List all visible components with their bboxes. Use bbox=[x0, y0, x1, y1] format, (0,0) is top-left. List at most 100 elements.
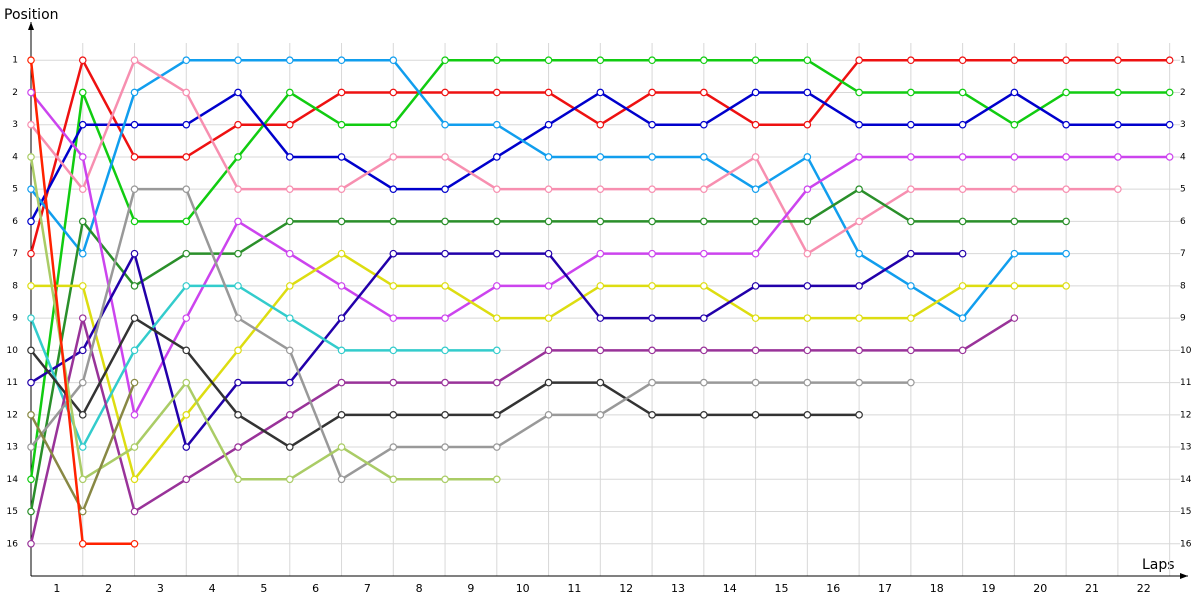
y-tick-label: 10 bbox=[7, 346, 19, 356]
point bbox=[130, 56, 139, 65]
point bbox=[337, 88, 346, 97]
point bbox=[855, 346, 863, 355]
point bbox=[803, 411, 812, 419]
y-tick-label-right: 1 bbox=[1180, 56, 1186, 66]
point bbox=[958, 249, 967, 258]
point bbox=[389, 314, 398, 322]
point bbox=[855, 88, 863, 97]
point bbox=[182, 120, 191, 129]
point bbox=[544, 153, 553, 161]
point bbox=[78, 539, 87, 548]
point bbox=[700, 185, 708, 193]
point bbox=[1114, 88, 1122, 97]
point bbox=[234, 282, 242, 290]
y-tick-label: 4 bbox=[12, 152, 18, 162]
point bbox=[337, 217, 346, 226]
point bbox=[700, 56, 708, 65]
point bbox=[648, 88, 656, 97]
x-tick-label: 3 bbox=[157, 582, 164, 595]
axis-arrow bbox=[1180, 573, 1188, 579]
point bbox=[493, 378, 501, 387]
point bbox=[700, 88, 708, 97]
point bbox=[78, 475, 87, 484]
point bbox=[958, 153, 967, 161]
point bbox=[648, 249, 656, 258]
x-tick-label: 1 bbox=[53, 582, 60, 595]
x-tick-label: 4 bbox=[209, 582, 216, 595]
point bbox=[389, 475, 398, 484]
y-tick-label: 5 bbox=[12, 185, 18, 195]
y-tick-label-right: 13 bbox=[1180, 443, 1191, 453]
point bbox=[27, 314, 35, 322]
point bbox=[803, 120, 812, 129]
point bbox=[855, 314, 863, 322]
point bbox=[907, 217, 915, 226]
point bbox=[958, 282, 967, 290]
y-tick-label-right: 3 bbox=[1180, 120, 1186, 130]
point bbox=[78, 56, 87, 65]
point bbox=[182, 56, 191, 65]
point bbox=[855, 56, 863, 65]
point bbox=[1062, 282, 1070, 290]
point bbox=[441, 475, 449, 484]
axis-arrow bbox=[28, 22, 34, 30]
point bbox=[855, 282, 863, 290]
point bbox=[234, 378, 242, 387]
x-tick-label: 12 bbox=[619, 582, 633, 595]
point bbox=[544, 120, 553, 129]
point bbox=[130, 185, 139, 193]
point bbox=[544, 88, 553, 97]
point bbox=[441, 120, 449, 129]
point bbox=[751, 378, 760, 387]
x-tick-label: 14 bbox=[723, 582, 737, 595]
point bbox=[389, 120, 398, 129]
point bbox=[337, 282, 346, 290]
point bbox=[958, 346, 967, 355]
point bbox=[234, 120, 242, 129]
point bbox=[182, 346, 191, 355]
point bbox=[855, 378, 863, 387]
point bbox=[78, 443, 87, 451]
point bbox=[27, 153, 35, 161]
point bbox=[27, 507, 35, 516]
point bbox=[182, 443, 191, 451]
x-tick-label: 19 bbox=[982, 582, 996, 595]
x-tick-label: 2 bbox=[105, 582, 112, 595]
x-tick-label: 17 bbox=[878, 582, 892, 595]
point bbox=[907, 314, 915, 322]
y-tick-label: 9 bbox=[12, 314, 18, 324]
point bbox=[1062, 88, 1070, 97]
point bbox=[700, 217, 708, 226]
point bbox=[596, 88, 605, 97]
point bbox=[234, 217, 242, 226]
point bbox=[855, 120, 863, 129]
point bbox=[648, 282, 656, 290]
y-tick-label-right: 11 bbox=[1180, 378, 1191, 388]
point bbox=[285, 314, 294, 322]
point bbox=[1010, 56, 1019, 65]
point bbox=[182, 153, 191, 161]
point bbox=[1010, 217, 1019, 226]
point bbox=[441, 314, 449, 322]
point bbox=[234, 314, 242, 322]
point bbox=[441, 282, 449, 290]
point bbox=[493, 185, 501, 193]
y-tick-label-right: 14 bbox=[1180, 475, 1192, 485]
point bbox=[1010, 282, 1019, 290]
x-tick-label: 9 bbox=[467, 582, 474, 595]
point bbox=[596, 153, 605, 161]
point bbox=[493, 314, 501, 322]
point bbox=[441, 185, 449, 193]
x-tick-label: 18 bbox=[930, 582, 944, 595]
point bbox=[596, 411, 605, 419]
point bbox=[130, 346, 139, 355]
point bbox=[285, 378, 294, 387]
point bbox=[493, 217, 501, 226]
point bbox=[700, 378, 708, 387]
point bbox=[803, 314, 812, 322]
point bbox=[27, 120, 35, 129]
x-tick-label: 22 bbox=[1137, 582, 1151, 595]
point bbox=[182, 378, 191, 387]
point bbox=[27, 217, 35, 226]
point bbox=[1010, 314, 1019, 322]
